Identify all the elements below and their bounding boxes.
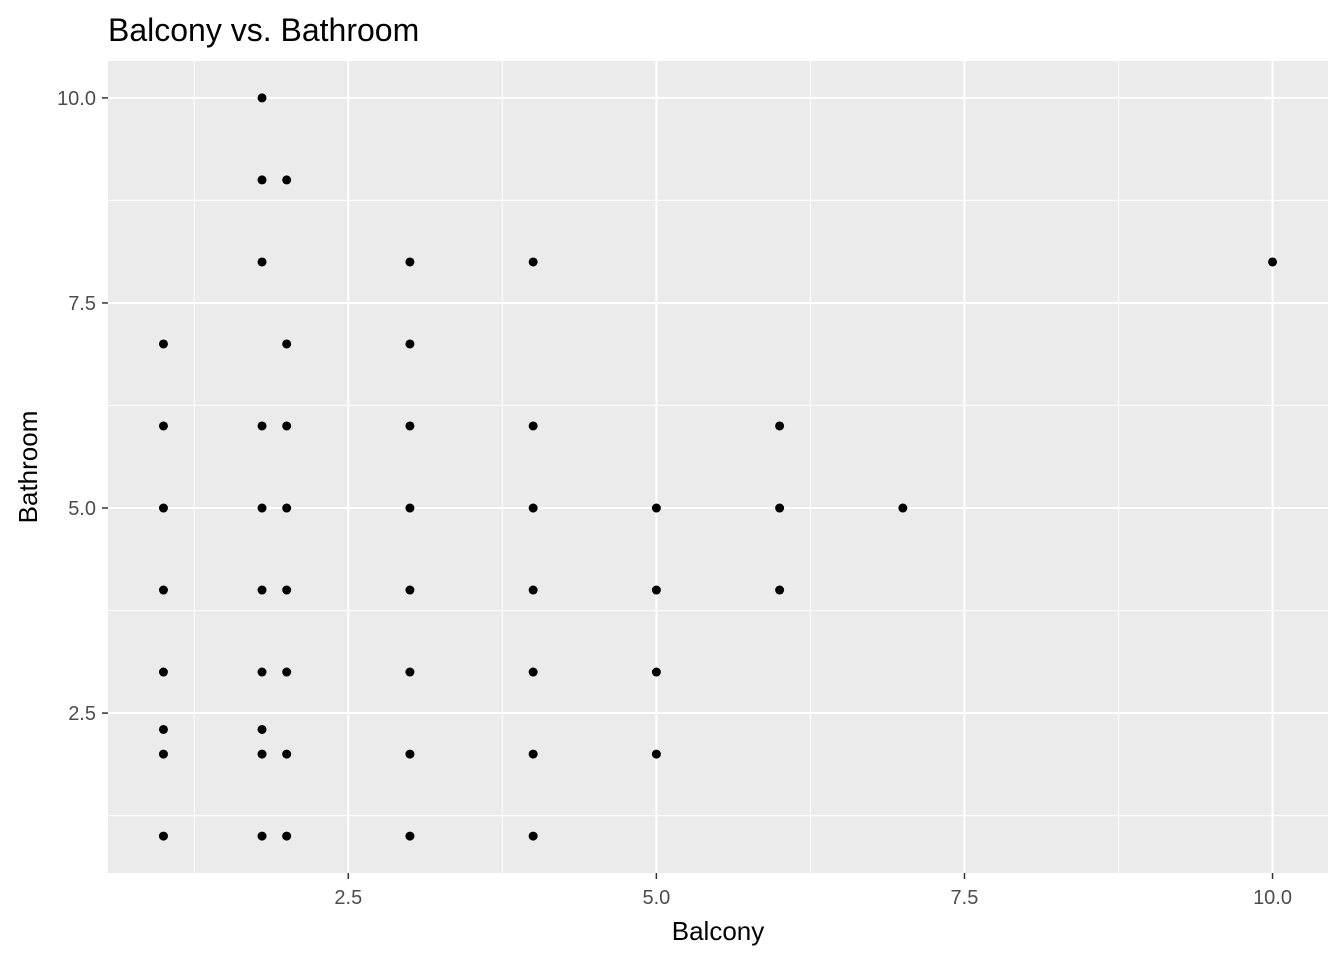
data-point	[257, 667, 267, 677]
x-axis: 2.5 5.0 7.5 10.0	[334, 873, 1292, 909]
data-point	[651, 503, 661, 513]
data-point	[528, 749, 538, 759]
data-points	[158, 93, 1278, 841]
data-point	[282, 421, 292, 431]
y-tick-label: 2.5	[68, 703, 96, 725]
data-point	[257, 175, 267, 185]
data-point	[158, 831, 168, 841]
data-point	[158, 585, 168, 595]
data-point	[528, 831, 538, 841]
y-tick-label: 7.5	[68, 293, 96, 315]
minor-gridlines	[108, 61, 1328, 873]
y-axis: 2.5 5.0 7.5 10.0	[57, 88, 108, 725]
data-point	[775, 585, 785, 595]
data-point	[158, 339, 168, 349]
data-point	[898, 503, 908, 513]
data-point	[282, 339, 292, 349]
x-tick-label: 5.0	[642, 887, 670, 909]
data-point	[405, 421, 415, 431]
x-tick-label: 10.0	[1253, 887, 1292, 909]
data-point	[282, 503, 292, 513]
data-point	[257, 93, 267, 103]
data-point	[158, 667, 168, 677]
data-point	[158, 724, 168, 734]
data-point	[651, 667, 661, 677]
data-point	[405, 667, 415, 677]
y-tick-label: 10.0	[57, 88, 96, 110]
data-point	[257, 749, 267, 759]
x-tick-label: 2.5	[334, 887, 362, 909]
chart-title: Balcony vs. Bathroom	[108, 12, 419, 48]
data-point	[158, 503, 168, 513]
data-point	[651, 585, 661, 595]
data-point	[528, 667, 538, 677]
major-gridlines	[108, 61, 1328, 873]
data-point	[528, 503, 538, 513]
data-point	[282, 585, 292, 595]
data-point	[528, 257, 538, 267]
data-point	[775, 421, 785, 431]
x-tick-label: 7.5	[951, 887, 979, 909]
data-point	[257, 724, 267, 734]
plot-panel	[108, 61, 1328, 873]
data-point	[282, 831, 292, 841]
data-point	[405, 257, 415, 267]
data-point	[775, 503, 785, 513]
x-axis-title: Balcony	[672, 916, 765, 946]
data-point	[405, 339, 415, 349]
data-point	[405, 831, 415, 841]
data-point	[158, 749, 168, 759]
data-point	[158, 421, 168, 431]
data-point	[405, 749, 415, 759]
data-point	[257, 421, 267, 431]
data-point	[282, 749, 292, 759]
data-point	[257, 831, 267, 841]
y-tick-label: 5.0	[68, 498, 96, 520]
data-point	[528, 585, 538, 595]
data-point	[257, 585, 267, 595]
data-point	[282, 175, 292, 185]
y-axis-title: Bathroom	[13, 411, 43, 524]
data-point	[257, 503, 267, 513]
data-point	[257, 257, 267, 267]
data-point	[282, 667, 292, 677]
data-point	[405, 503, 415, 513]
data-point	[528, 421, 538, 431]
data-point	[651, 749, 661, 759]
data-point	[405, 585, 415, 595]
data-point	[1268, 257, 1278, 267]
